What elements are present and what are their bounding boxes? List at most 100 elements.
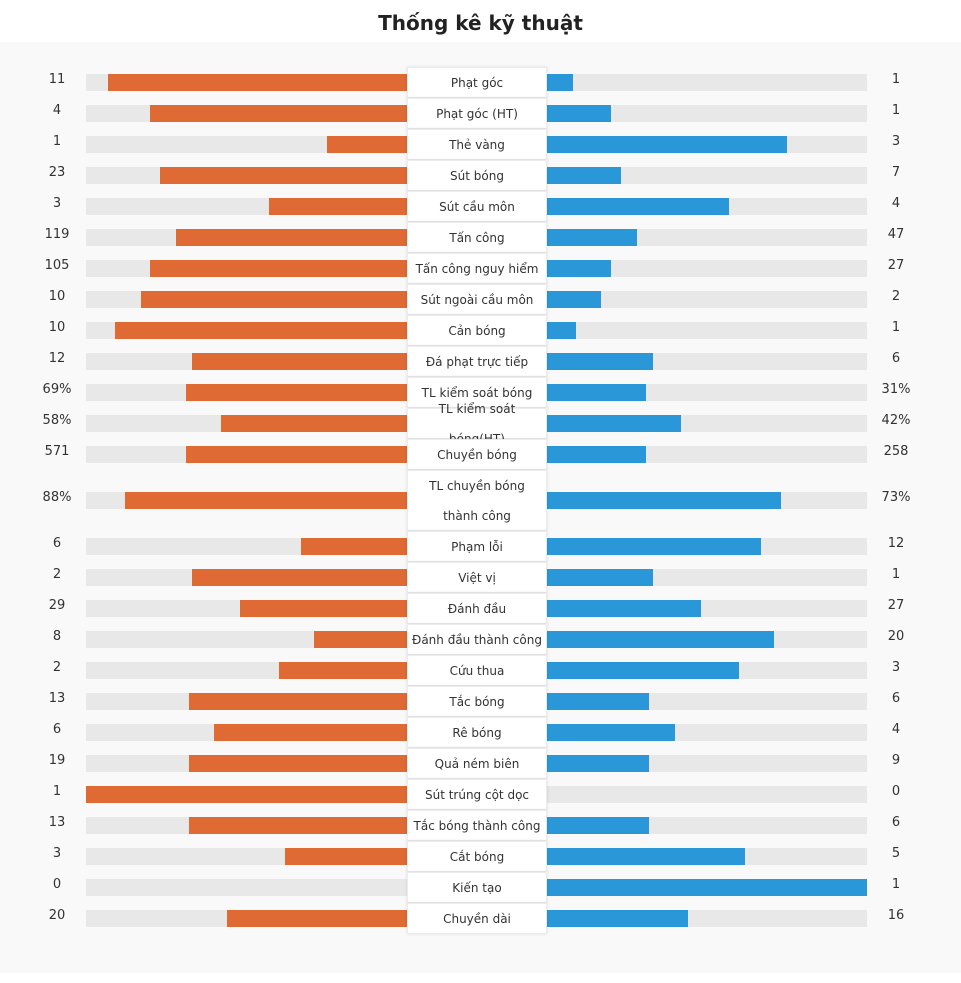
stat-row: 13 6 Tắc bóng [0,686,961,717]
away-value: 1 [891,567,901,582]
away-bar [547,569,653,586]
home-value: 105 [44,258,70,273]
home-bar [314,631,407,648]
home-track [86,879,407,896]
away-value: 1 [891,103,901,118]
away-value: 4 [891,196,901,211]
away-value: 6 [891,351,901,366]
away-value: 3 [891,660,901,675]
home-value: 29 [48,598,66,613]
away-value: 16 [887,908,905,923]
home-bar [240,600,407,617]
stat-label: Chuyền bóng [407,439,547,470]
home-value: 58% [42,413,72,428]
away-bar [547,415,681,432]
stat-label: Tắc bóng [407,686,547,717]
away-bar [547,848,745,865]
stat-row: 119 47 Tấn công [0,222,961,253]
home-bar [186,446,407,463]
home-value: 69% [42,382,72,397]
stat-row: 19 9 Quả ném biên [0,748,961,779]
away-bar [547,229,637,246]
home-value: 88% [42,490,72,505]
home-value: 0 [52,877,62,892]
home-bar [214,724,407,741]
home-value: 4 [52,103,62,118]
stat-label: Việt vị [407,562,547,593]
away-value: 42% [881,413,911,428]
away-bar [547,600,701,617]
home-value: 13 [48,815,66,830]
stat-label: Tắc bóng thành công [407,810,547,841]
away-track [547,105,867,122]
stat-row: 6 4 Rê bóng [0,717,961,748]
stat-row: 20 16 Chuyền dài [0,903,961,934]
away-bar [547,492,781,509]
stat-row: 1 0 Sút trúng cột dọc [0,779,961,810]
stat-row: 3 5 Cắt bóng [0,841,961,872]
stat-label: Tấn công nguy hiểm [407,253,547,284]
away-bar [547,291,601,308]
home-bar [227,910,407,927]
stat-row: 6 12 Phạm lỗi [0,531,961,562]
stat-row: 0 1 Kiến tạo [0,872,961,903]
stat-label: Chuyền dài [407,903,547,934]
home-bar [176,229,407,246]
away-value: 12 [887,536,905,551]
stat-label: Phạm lỗi [407,531,547,562]
stat-label: Cứu thua [407,655,547,686]
home-bar [285,848,407,865]
home-bar [192,569,407,586]
home-bar [186,384,407,401]
away-bar [547,538,761,555]
home-value: 11 [48,72,66,87]
away-bar [547,817,649,834]
stat-label: Quả ném biên [407,748,547,779]
away-track [547,167,867,184]
away-bar [547,879,867,896]
stat-label: Đá phạt trực tiếp [407,346,547,377]
stat-row: 2 1 Việt vị [0,562,961,593]
home-value: 119 [44,227,70,242]
home-value: 2 [52,660,62,675]
stat-row: 29 27 Đánh đầu [0,593,961,624]
away-track [547,74,867,91]
away-value: 1 [891,320,901,335]
stat-row: 11 1 Phạt góc [0,67,961,98]
home-value: 6 [52,722,62,737]
away-bar [547,755,649,772]
away-value: 6 [891,691,901,706]
stat-row: 4 1 Phạt góc (HT) [0,98,961,129]
away-bar [547,322,576,339]
away-track [547,322,867,339]
stat-label: Phạt góc [407,67,547,98]
stat-row: 8 20 Đánh đầu thành công [0,624,961,655]
home-bar [189,693,407,710]
away-bar [547,353,653,370]
away-value: 2 [891,289,901,304]
away-value: 1 [891,877,901,892]
away-bar [547,662,739,679]
stat-label: TL kiểm soát bóng(HT) [407,402,547,446]
away-value: 5 [891,846,901,861]
home-value: 1 [52,784,62,799]
home-bar [327,136,407,153]
home-value: 6 [52,536,62,551]
home-bar [115,322,407,339]
home-value: 3 [52,196,62,211]
away-value: 4 [891,722,901,737]
away-value: 258 [883,444,909,459]
home-value: 19 [48,753,66,768]
away-bar [547,446,646,463]
away-value: 6 [891,815,901,830]
page-title: Thống kê kỹ thuật [378,11,583,35]
stat-row: 10 1 Cản bóng [0,315,961,346]
home-bar [269,198,407,215]
stat-row: 3 4 Sút cầu môn [0,191,961,222]
away-value: 7 [891,165,901,180]
away-value: 0 [891,784,901,799]
away-value: 3 [891,134,901,149]
home-value: 571 [44,444,70,459]
stat-label: Đánh đầu thành công [407,624,547,655]
home-bar [141,291,407,308]
